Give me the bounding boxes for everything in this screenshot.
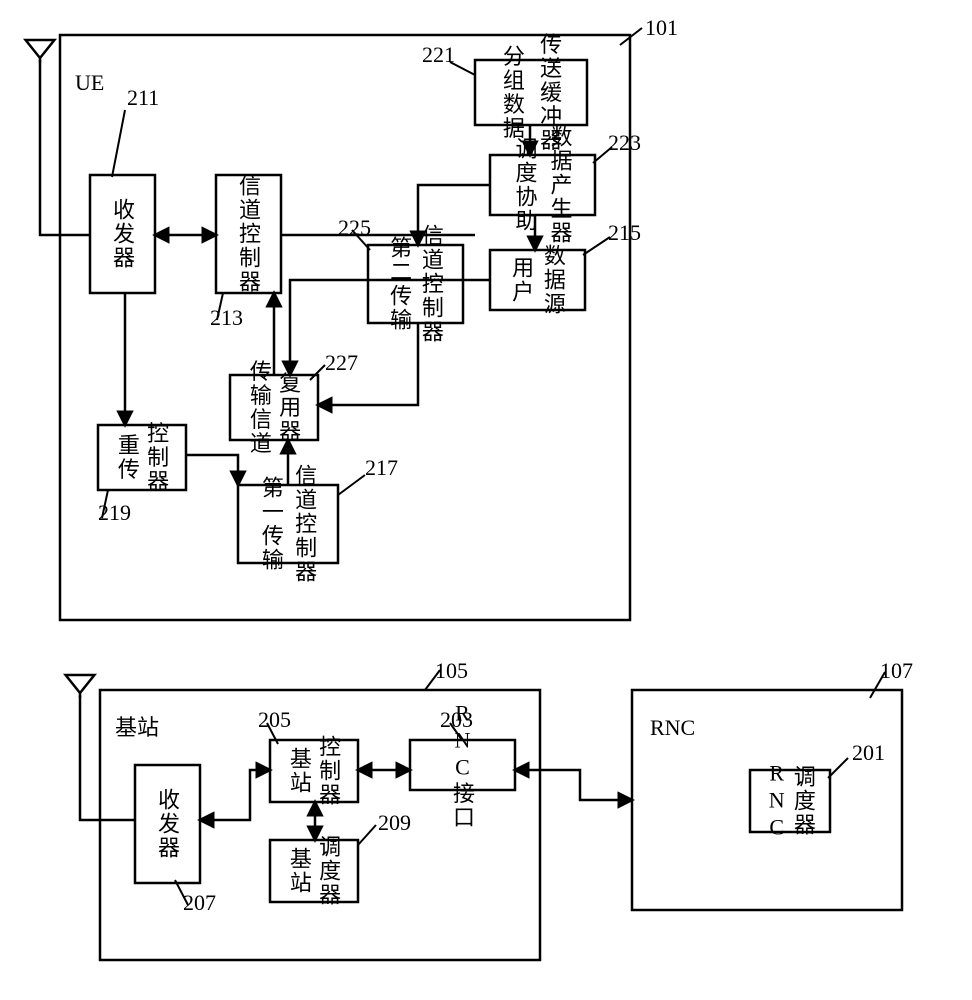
container-ue-label: UE: [75, 70, 104, 95]
node-n223: [490, 155, 595, 215]
node-n215-label-1: 数据源: [541, 244, 566, 316]
node-n217: [238, 485, 338, 563]
node-n205-ref: 205: [258, 707, 291, 732]
node-n223-label-1: 数据产生器: [548, 125, 573, 245]
node-n223-ref: 223: [608, 130, 641, 155]
node-n217-label-0: 第一传输: [259, 476, 284, 572]
container-ue-ref: 101: [645, 15, 678, 40]
node-n205-label-1: 控制器: [316, 735, 341, 807]
node-n215-ref: 215: [608, 220, 641, 245]
node-n225-label-0: 第二传输: [387, 236, 412, 332]
node-n219-label-0: 重传: [115, 434, 140, 482]
node-n207-ref: 207: [183, 890, 216, 915]
node-n209: [270, 840, 358, 902]
node-n209-label-1: 调度器: [316, 835, 341, 907]
node-n201-ref: 201: [852, 740, 885, 765]
node-n213-ref: 213: [210, 305, 243, 330]
node-n213-label: 信道控制器: [236, 174, 261, 294]
node-n211-ref: 211: [127, 85, 159, 110]
node-n217-ref: 217: [365, 455, 398, 480]
edge-12: [80, 695, 135, 820]
node-n217-label-1: 信道控制器: [292, 464, 317, 584]
edge-16: [515, 770, 632, 800]
node-n219-ref: 219: [98, 500, 131, 525]
node-n209-ref: 209: [378, 810, 411, 835]
node-n207-label: 收发器: [155, 788, 180, 860]
node-n201-label-1: 调度器: [791, 765, 816, 837]
container-bs-ref: 105: [435, 658, 468, 683]
node-n203-ref: 203: [440, 707, 473, 732]
node-n209-label-0: 基站: [287, 847, 312, 895]
node-n227: [230, 375, 318, 440]
node-n205: [270, 740, 358, 802]
node-n221-label-0: 分组数据: [500, 45, 525, 141]
edge-13: [200, 770, 270, 820]
node-n221: [475, 60, 587, 125]
container-rnc-label: RNC: [650, 715, 695, 740]
node-n215: [490, 250, 585, 310]
node-n205-label-0: 基站: [287, 747, 312, 795]
container-bs-label: 基站: [115, 715, 159, 740]
node-n219: [98, 425, 186, 490]
node-n219-label-1: 控制器: [144, 422, 169, 494]
node-n215-label-0: 用户: [509, 256, 534, 304]
node-n225-label-1: 信道控制器: [419, 224, 444, 344]
node-n225: [368, 245, 463, 323]
node-n227-label-0: 传输信道: [247, 360, 272, 456]
node-n227-label-1: 复用器: [276, 372, 301, 444]
edge-11: [186, 455, 238, 485]
node-n211-label: 收发器: [110, 198, 135, 270]
node-n227-ref: 227: [325, 350, 358, 375]
container-rnc-ref: 107: [880, 658, 913, 683]
node-n221-ref: 221: [422, 42, 455, 67]
node-n201-label-0: RNC: [764, 761, 789, 842]
